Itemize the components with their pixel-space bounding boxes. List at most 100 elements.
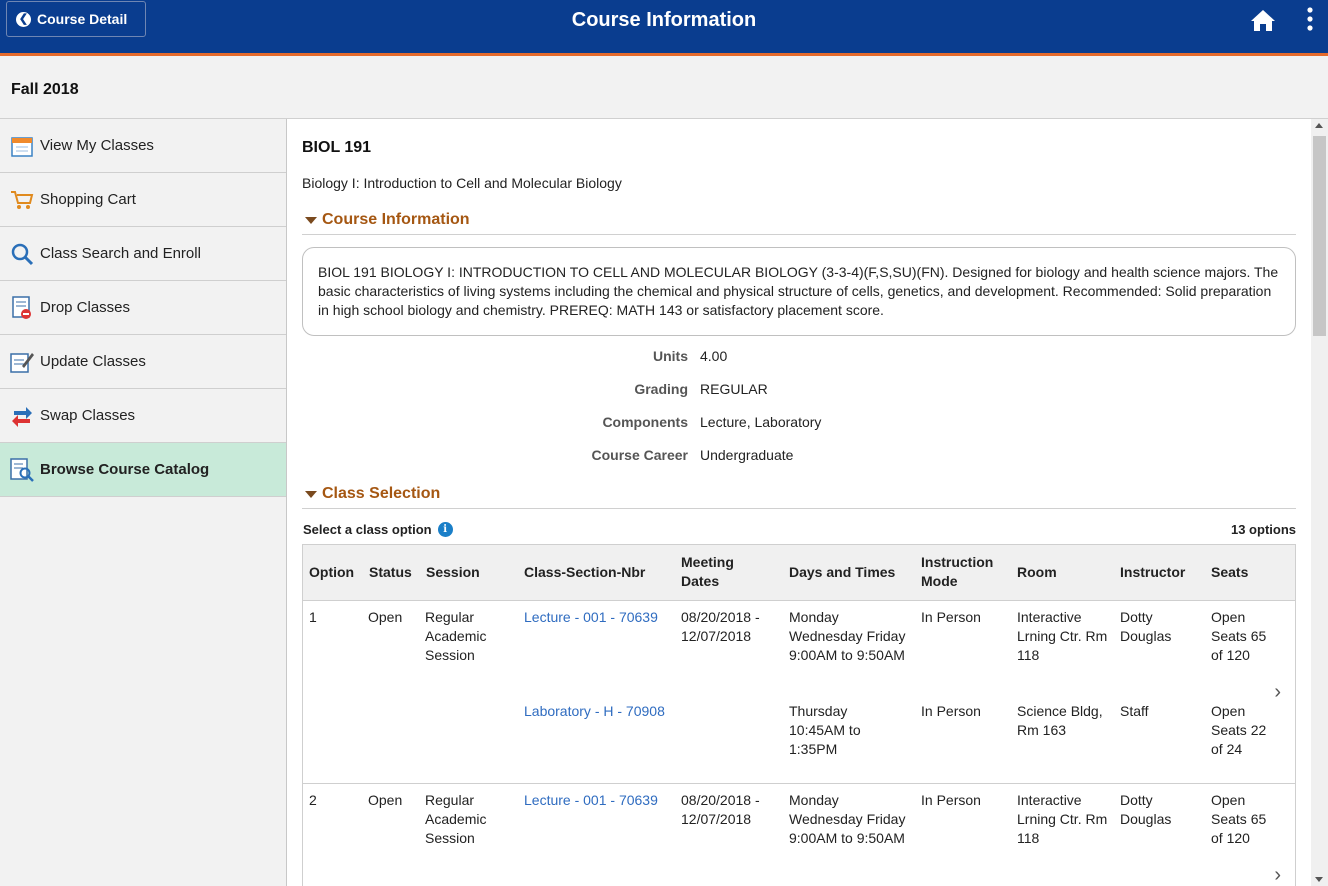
seats-cell: Open Seats 65 of 120 [1211,792,1267,846]
column-header: Session [426,564,480,580]
option-cell: 2 [309,792,317,808]
search-icon [10,242,34,266]
instructor-cell: Staff [1120,703,1149,719]
column-header: Option [309,564,355,580]
detail-value: 4.00 [700,348,728,364]
sidebar-item-label: Swap Classes [40,407,136,424]
edit-icon [10,350,34,374]
room-cell: Interactive Lrning Ctr. Rm 118 [1017,609,1108,663]
column-header: Seats [1211,564,1249,580]
detail-value: REGULAR [700,381,768,397]
class-selection-section-toggle[interactable]: Class Selection [302,485,1296,509]
class-section-link[interactable]: Laboratory - H - 70908 [524,703,665,719]
option-count: 13 options [1230,522,1296,537]
detail-row-units: Units 4.00 [302,348,1296,368]
sidebar-item-label: Drop Classes [40,299,131,316]
select-option-text: Select a class option [303,522,432,537]
sidebar-item-update-classes[interactable]: Update Classes [0,335,286,389]
status-cell: Open [368,609,403,625]
column-header: Days and Times [789,564,896,580]
scroll-thumb[interactable] [1313,136,1326,336]
detail-row-components: Components Lecture, Laboratory [302,414,1296,434]
table-row[interactable]: 1 Open Regular Academic Session Lecture … [303,601,1295,784]
sidebar-item-label: Browse Course Catalog [40,461,210,478]
table-row[interactable]: 2 Open Regular Academic Session Lecture … [303,784,1295,886]
collapse-triangle-icon [305,491,317,498]
main-content: BIOL 191 Biology I: Introduction to Cell… [287,119,1328,886]
column-header: Instructor [1120,564,1186,580]
instruction-mode-cell: In Person [921,609,981,625]
room-cell: Science Bldg, Rm 163 [1017,703,1103,738]
column-header: Status [369,564,412,580]
days-times-cell: Monday Wednesday Friday 9:00AM to 9:50AM [789,609,906,663]
drop-icon [10,295,34,320]
sidebar-item-label: View My Classes [40,137,154,154]
option-cell: 1 [309,609,317,625]
sidebar-item-label: Update Classes [40,353,146,370]
header-bar: ❮ Course Detail Course Information [0,0,1328,56]
select-option-label: Select a class option i [303,522,453,537]
cart-icon [10,188,34,212]
chevron-right-icon[interactable]: › [1274,864,1281,886]
page-title: Course Information [571,9,757,31]
meeting-dates-cell: 08/20/2018 - 12/07/2018 [681,792,760,827]
detail-label: Components [602,414,688,430]
sidebar-item-label: Shopping Cart [40,191,136,208]
sidebar-item-browse-catalog[interactable]: Browse Course Catalog [0,443,286,497]
session-cell: Regular Academic Session [425,609,487,663]
section-title: Class Selection [322,485,441,502]
home-icon[interactable] [1250,8,1276,32]
sidebar: View My Classes Shopping Cart Class Sear… [0,119,287,886]
column-header: Instruction Mode [921,554,994,589]
course-title: Biology I: Introduction to Cell and Mole… [302,175,622,191]
catalog-icon [10,457,34,482]
section-title: Course Information [322,211,470,228]
detail-row-grading: Grading REGULAR [302,381,1296,401]
instructor-cell: Dotty Douglas [1120,792,1172,827]
table-header: Option Status Session Class-Section-Nbr … [303,545,1295,601]
days-times-cell: Thursday 10:45AM to 1:35PM [789,703,861,757]
status-cell: Open [368,792,403,808]
scroll-up-arrow-icon[interactable] [1315,123,1323,128]
swap-icon [10,404,34,428]
column-header: Class-Section-Nbr [524,564,646,580]
back-chevron-icon: ❮ [16,11,31,27]
sidebar-item-shopping-cart[interactable]: Shopping Cart [0,173,286,227]
sidebar-item-view-my-classes[interactable]: View My Classes [0,119,286,173]
course-information-section-toggle[interactable]: Course Information [302,211,1296,235]
seats-cell: Open Seats 22 of 24 [1211,703,1267,757]
column-header: Room [1017,564,1057,580]
term-bar: Fall 2018 [0,59,1328,119]
class-section-link[interactable]: Lecture - 001 - 70639 [524,792,658,808]
info-icon[interactable]: i [437,522,453,537]
sidebar-item-class-search[interactable]: Class Search and Enroll [0,227,286,281]
kebab-menu-icon[interactable] [1301,6,1319,32]
term-label: Fall 2018 [11,81,79,98]
vertical-scrollbar[interactable] [1311,119,1328,886]
detail-label: Grading [634,381,688,397]
detail-value: Undergraduate [700,447,794,463]
detail-label: Course Career [591,447,689,463]
instruction-mode-cell: In Person [921,792,981,808]
sidebar-item-swap-classes[interactable]: Swap Classes [0,389,286,443]
instruction-mode-cell: In Person [921,703,981,719]
days-times-cell: Monday Wednesday Friday 9:00AM to 9:50AM [789,792,906,846]
session-cell: Regular Academic Session [425,792,487,846]
calendar-icon [10,134,34,158]
collapse-triangle-icon [305,217,317,224]
chevron-right-icon[interactable]: › [1274,681,1281,703]
course-description: BIOL 191 BIOLOGY I: INTRODUCTION TO CELL… [302,247,1296,336]
room-cell: Interactive Lrning Ctr. Rm 118 [1017,792,1108,846]
detail-row-career: Course Career Undergraduate [302,447,1296,467]
column-header: Meeting Dates [681,554,734,589]
class-options-table: Option Status Session Class-Section-Nbr … [302,544,1296,886]
detail-value: Lecture, Laboratory [700,414,822,430]
sidebar-item-label: Class Search and Enroll [40,245,201,262]
scroll-down-arrow-icon[interactable] [1315,877,1323,882]
back-button[interactable]: ❮ Course Detail [6,1,146,37]
course-code: BIOL 191 [302,139,372,156]
meeting-dates-cell: 08/20/2018 - 12/07/2018 [681,609,760,644]
seats-cell: Open Seats 65 of 120 [1211,609,1267,663]
sidebar-item-drop-classes[interactable]: Drop Classes [0,281,286,335]
class-section-link[interactable]: Lecture - 001 - 70639 [524,609,658,625]
